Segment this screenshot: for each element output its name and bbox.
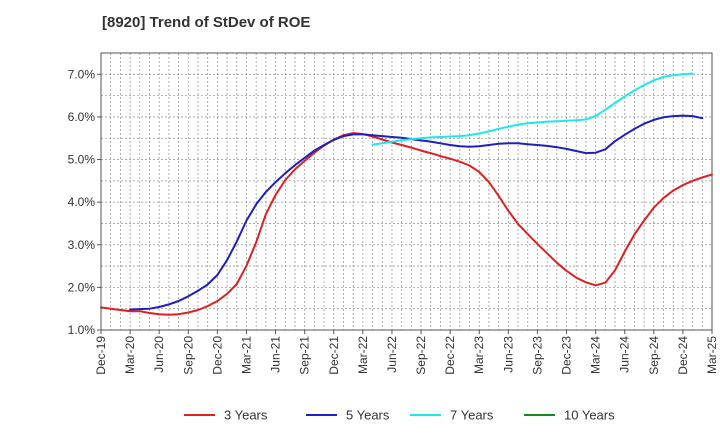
x-tick-label: Dec-24	[676, 336, 690, 375]
legend-label-10-years: 10 Years	[564, 408, 615, 423]
legend-label-3-years: 3 Years	[224, 408, 268, 423]
x-tick-label: Jun-21	[269, 336, 283, 373]
x-tick-label: Mar-23	[472, 336, 486, 374]
y-tick-label: 6.0%	[68, 110, 96, 124]
x-tick-label: Jun-22	[385, 336, 399, 373]
y-tick-label: 2.0%	[68, 280, 96, 294]
chart-title: [8920] Trend of StDev of ROE	[102, 14, 311, 31]
series-layer	[100, 72, 713, 316]
x-axis: Dec-19 Mar-20 Jun-20 Sep-20 Dec-20 Mar-21 Jun-…	[94, 330, 719, 375]
x-tick-label: Mar-22	[356, 336, 370, 374]
x-tick-label: Mar-24	[589, 336, 603, 374]
x-tick-label: Sep-22	[414, 336, 428, 375]
series-line-3-years	[100, 132, 713, 316]
x-tick-label: Dec-19	[94, 336, 108, 375]
x-tick-label: Dec-22	[443, 336, 457, 375]
x-tick-label: Sep-21	[298, 336, 312, 375]
y-tick-label: 1.0%	[68, 323, 96, 337]
x-tick-label: Sep-23	[530, 336, 544, 375]
series-line-5-years	[129, 114, 704, 311]
series-line-7-years	[371, 72, 694, 146]
y-axis: 1.0% 2.0% 3.0% 4.0% 5.0% 6.0% 7.0%	[68, 67, 101, 337]
legend: 3 Years 5 Years 7 Years 10 Years	[184, 408, 615, 423]
y-tick-label: 5.0%	[68, 153, 96, 167]
x-tick-label: Dec-21	[327, 336, 341, 375]
x-tick-label: Sep-20	[181, 336, 195, 375]
x-tick-label: Sep-24	[647, 336, 661, 375]
legend-label-7-years: 7 Years	[450, 408, 494, 423]
plot-background	[101, 53, 712, 330]
x-tick-label: Mar-20	[123, 336, 137, 374]
y-tick-label: 4.0%	[68, 195, 96, 209]
x-tick-label: Jun-23	[501, 336, 515, 373]
x-tick-label: Jun-24	[618, 336, 632, 373]
x-tick-label: Mar-25	[705, 336, 719, 374]
x-tick-label: Dec-20	[210, 336, 224, 375]
legend-label-5-years: 5 Years	[346, 408, 390, 423]
x-tick-label: Mar-21	[239, 336, 253, 374]
plot-frame	[100, 52, 713, 331]
x-tick-label: Jun-20	[152, 336, 166, 373]
y-tick-label: 3.0%	[68, 238, 96, 252]
y-tick-label: 7.0%	[68, 67, 96, 81]
x-tick-label: Dec-23	[560, 336, 574, 375]
